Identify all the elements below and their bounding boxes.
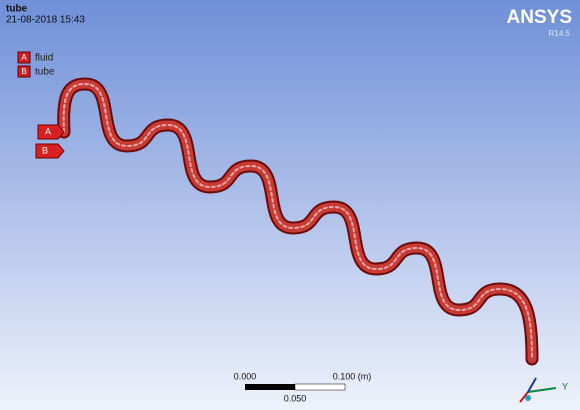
- scale-segment: [245, 384, 295, 390]
- scale-mid: 0.050: [284, 393, 307, 403]
- tag: [36, 144, 64, 158]
- tag-label: B: [42, 145, 48, 155]
- legend-label: fluid: [35, 53, 53, 64]
- legend-key: B: [21, 67, 26, 76]
- logo: ANSYS: [507, 7, 572, 28]
- model-title: tube: [6, 4, 28, 15]
- triad-ball: [525, 395, 531, 401]
- viewport: tube 21-08-2018 15:43 ANSYS R14.5 A flui…: [0, 0, 580, 410]
- legend-key: A: [21, 53, 27, 62]
- background: [0, 0, 580, 410]
- version: R14.5: [549, 29, 571, 38]
- timestamp: 21-08-2018 15:43: [6, 15, 85, 26]
- tag-label: A: [45, 126, 51, 136]
- axis-label: Y: [562, 381, 568, 391]
- scale-start: 0.000: [234, 371, 257, 381]
- scale-segment: [295, 384, 345, 390]
- scale-end: 0.100 (m): [333, 371, 372, 381]
- legend-label: tube: [35, 67, 55, 78]
